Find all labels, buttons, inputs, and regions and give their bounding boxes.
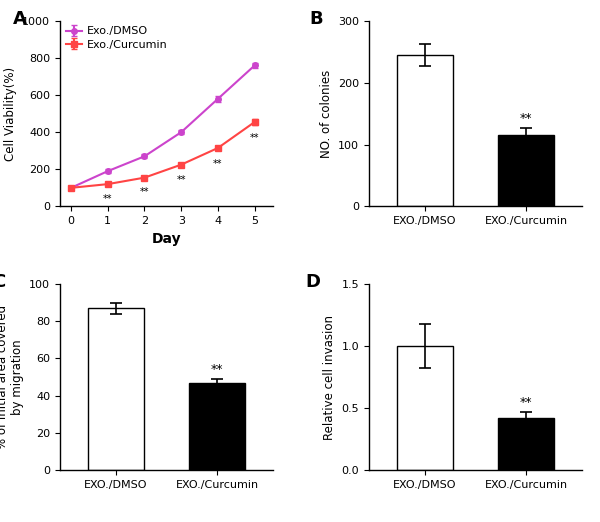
Bar xyxy=(397,346,452,470)
Y-axis label: Cell Viability(%): Cell Viability(%) xyxy=(4,67,17,161)
Text: **: ** xyxy=(520,396,532,409)
Text: **: ** xyxy=(520,112,532,125)
Text: **: ** xyxy=(103,194,113,204)
Text: **: ** xyxy=(176,175,186,185)
Y-axis label: NO. of colonies: NO. of colonies xyxy=(320,69,332,158)
Y-axis label: % of initial area covered
by migration: % of initial area covered by migration xyxy=(0,305,24,449)
Text: **: ** xyxy=(140,187,149,197)
Bar xyxy=(498,135,554,206)
Bar xyxy=(498,418,554,470)
Text: **: ** xyxy=(211,363,224,376)
X-axis label: Day: Day xyxy=(152,232,181,246)
Text: **: ** xyxy=(213,159,223,169)
Text: D: D xyxy=(305,273,320,291)
Text: **: ** xyxy=(250,133,259,143)
Text: C: C xyxy=(0,273,5,291)
Text: B: B xyxy=(309,10,323,28)
Y-axis label: Relative cell invasion: Relative cell invasion xyxy=(323,315,336,440)
Text: A: A xyxy=(13,10,27,28)
Bar xyxy=(190,383,245,470)
Bar xyxy=(88,309,144,470)
Legend: Exo./DMSO, Exo./Curcumin: Exo./DMSO, Exo./Curcumin xyxy=(65,27,167,50)
Bar xyxy=(397,55,452,206)
